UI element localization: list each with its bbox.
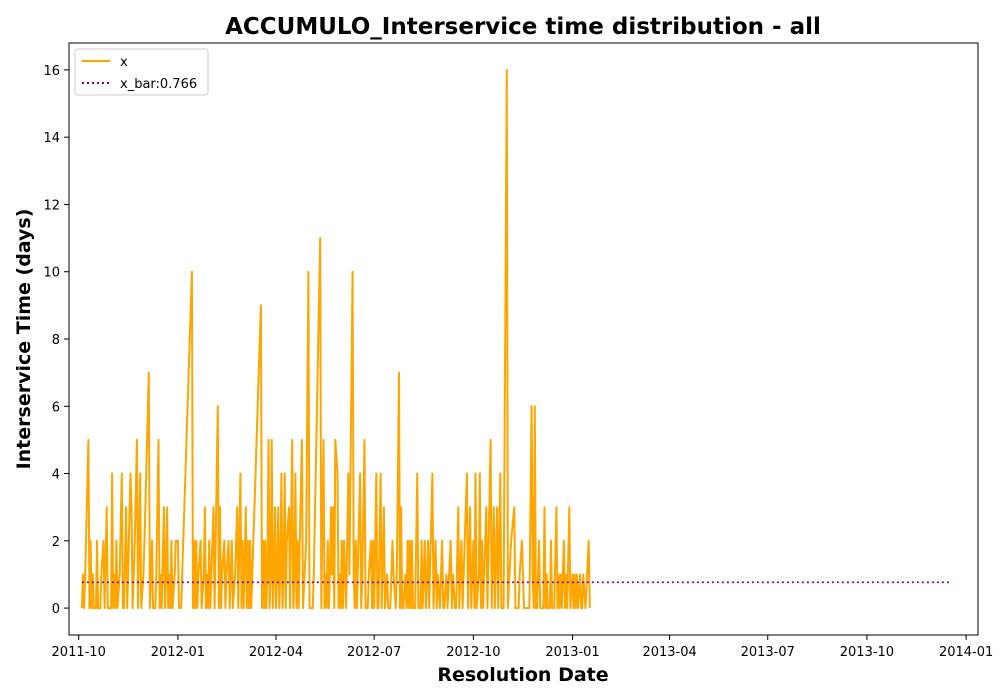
legend-label-x-bar: x_bar:0.766 <box>120 77 197 92</box>
y-axis-ticks: 0 2 4 6 8 10 12 14 16 <box>43 64 69 617</box>
y-tick-label: 0 <box>52 602 60 617</box>
x-tick-label: 2012-10 <box>446 645 500 660</box>
chart-title: ACCUMULO_Interservice time distribution … <box>225 14 821 40</box>
y-tick-label: 14 <box>43 131 60 146</box>
x-tick-label: 2014-01 <box>939 645 993 660</box>
x-axis-label: Resolution Date <box>437 664 608 686</box>
plot-lines <box>80 68 949 610</box>
y-tick-label: 4 <box>52 468 60 483</box>
x-tick-label: 2013-04 <box>642 645 696 660</box>
x-tick-label: 2012-01 <box>151 645 205 660</box>
legend: x x_bar:0.766 <box>74 48 209 96</box>
y-tick-label: 6 <box>52 400 60 415</box>
x-axis-ticks: 2011-10 2012-01 2012-04 2012-07 2012-10 2013-… <box>52 635 993 660</box>
y-tick-label: 10 <box>43 266 60 281</box>
y-tick-label: 8 <box>52 333 60 348</box>
x-tick-label: 2013-07 <box>741 645 795 660</box>
y-tick-label: 2 <box>52 535 60 550</box>
x-tick-label: 2012-07 <box>347 645 401 660</box>
y-axis-label: Interservice Time (days) <box>13 209 35 470</box>
y-tick-label: 12 <box>43 198 60 213</box>
x-tick-label: 2012-04 <box>249 645 303 660</box>
x-tick-label: 2011-10 <box>52 645 106 660</box>
series-line-x <box>80 68 591 610</box>
x-tick-label: 2013-01 <box>545 645 599 660</box>
x-tick-label: 2013-10 <box>840 645 894 660</box>
y-tick-label: 16 <box>43 64 60 79</box>
legend-label-x: x <box>120 55 128 70</box>
